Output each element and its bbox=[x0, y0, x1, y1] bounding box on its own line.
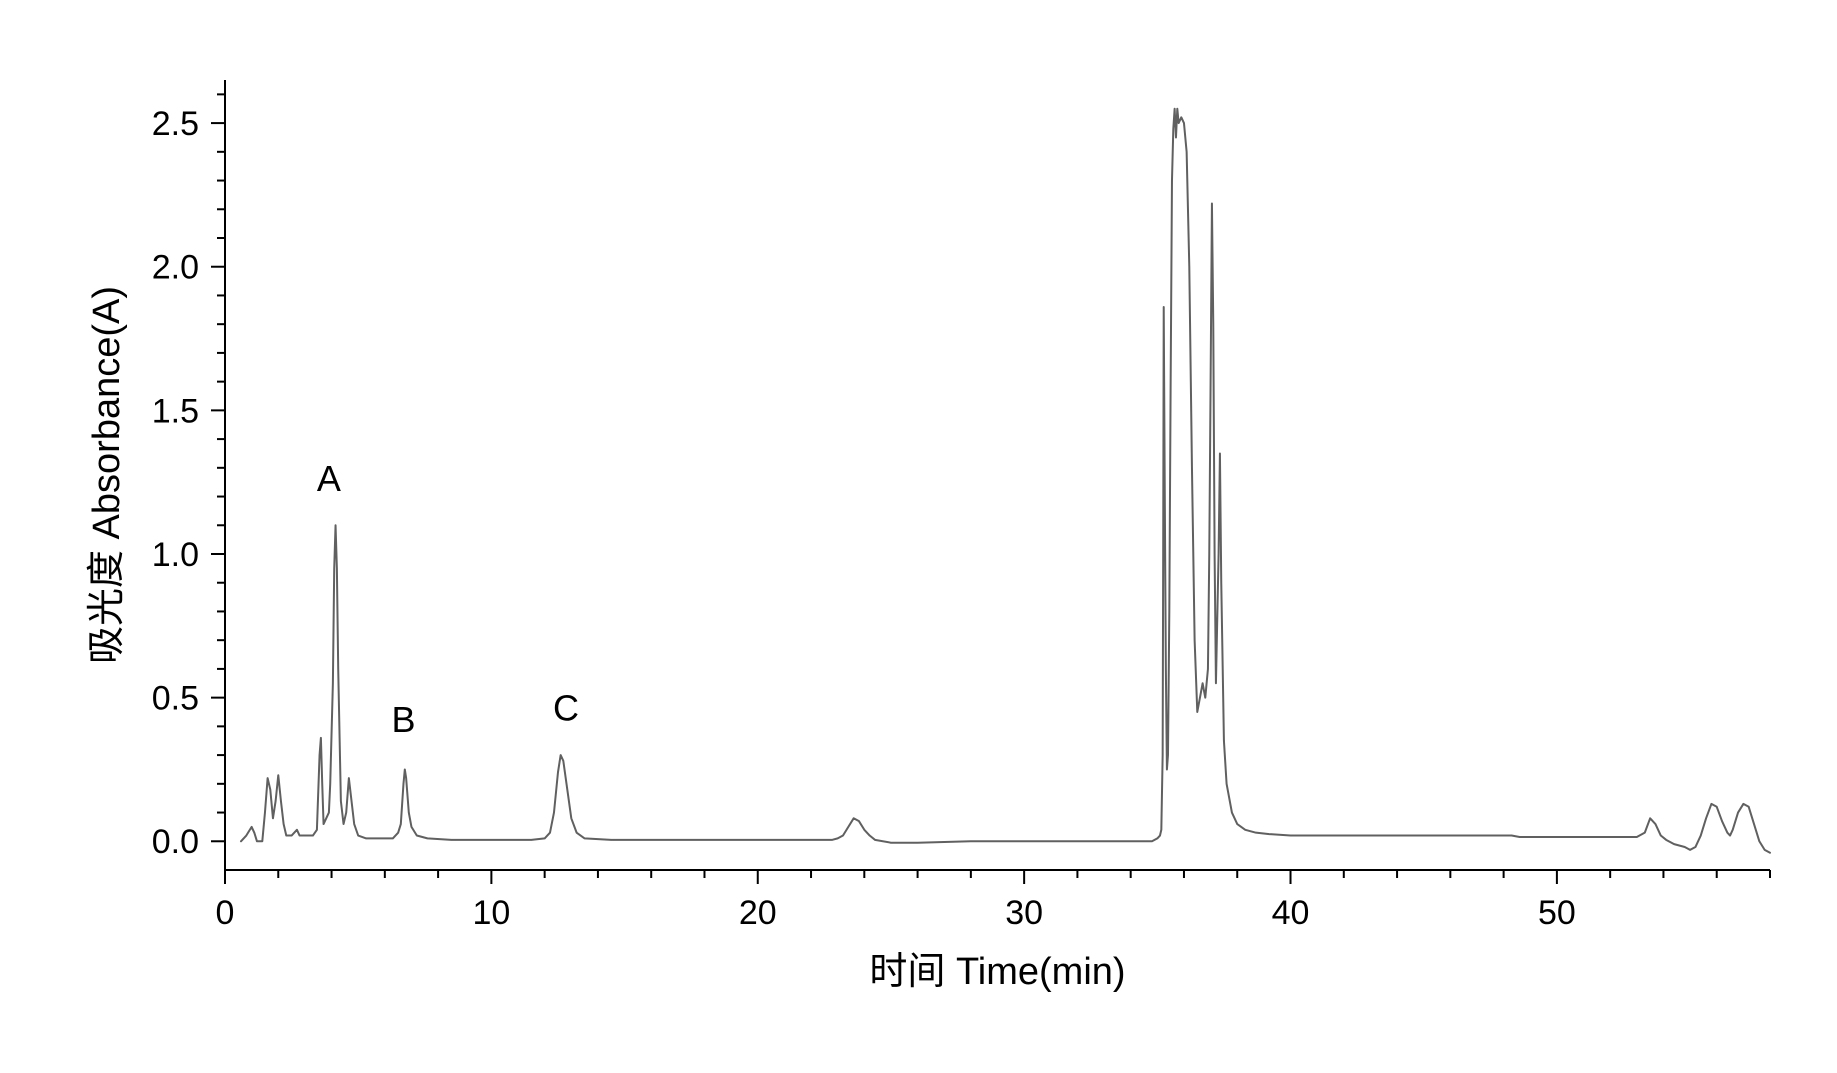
y-tick-label: 0.0 bbox=[152, 823, 199, 861]
chart-svg: 0 10 20 30 40 50 0.0 0.5 1.0 1.5 2.0 2.5 时间 Time(min… bbox=[0, 0, 1837, 1073]
x-tick-label: 0 bbox=[216, 894, 235, 932]
y-tick-label: 2.5 bbox=[152, 105, 199, 143]
y-tick-label: 0.5 bbox=[152, 680, 199, 718]
x-tick-label: 30 bbox=[1005, 894, 1043, 932]
y-tick-label: 1.0 bbox=[152, 536, 199, 574]
y-tick-label: 1.5 bbox=[152, 392, 199, 430]
y-axis-label: 吸光度 Absorbance(A) bbox=[86, 286, 128, 664]
x-tick-label: 10 bbox=[472, 894, 510, 932]
x-axis-label: 时间 Time(min) bbox=[869, 951, 1125, 993]
y-tick-label: 2.0 bbox=[152, 249, 199, 287]
peak-label: A bbox=[317, 458, 341, 499]
peak-label: C bbox=[553, 688, 579, 729]
x-tick-label: 40 bbox=[1272, 894, 1310, 932]
chromatogram-chart: 0 10 20 30 40 50 0.0 0.5 1.0 1.5 2.0 2.5 时间 Time(min… bbox=[0, 0, 1837, 1073]
x-tick-label: 20 bbox=[739, 894, 777, 932]
peak-label: B bbox=[391, 699, 415, 740]
x-tick-label: 50 bbox=[1538, 894, 1576, 932]
